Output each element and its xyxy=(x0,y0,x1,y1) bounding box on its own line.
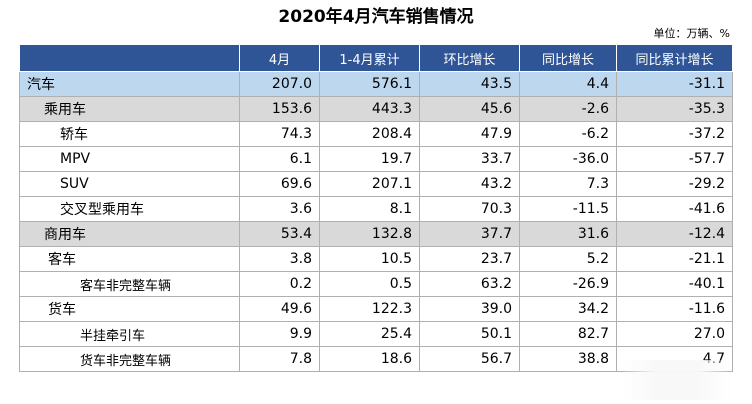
table-cell: 3.6 xyxy=(239,196,320,222)
table-cell: -31.1 xyxy=(616,71,733,97)
row-label: 客车 xyxy=(19,246,240,272)
row-label: 货车非完整车辆 xyxy=(19,346,240,372)
sales-table: 4月 1-4月累计 环比增长 同比增长 同比累计增长 汽车 207.0 576.1 4… xyxy=(19,44,733,372)
row-label: 货车 xyxy=(19,296,240,322)
table-cell: 47.9 xyxy=(419,121,520,147)
table-cell: 4.7 xyxy=(616,346,733,372)
table-cell: 69.6 xyxy=(239,171,320,197)
table-cell: 33.7 xyxy=(419,146,520,172)
table-row: 货车非完整车辆 7.8 18.6 56.7 38.8 4.7 xyxy=(19,346,733,372)
row-label: MPV xyxy=(19,146,240,172)
table-cell: -2.6 xyxy=(519,96,617,122)
table-cell: -41.6 xyxy=(616,196,733,222)
table-cell: 31.6 xyxy=(519,221,617,247)
table-row: 客车非完整车辆 0.2 0.5 63.2 -26.9 -40.1 xyxy=(19,271,733,297)
table-cell: 153.6 xyxy=(239,96,320,122)
row-label: 交叉型乘用车 xyxy=(19,196,240,222)
row-label: 乘用车 xyxy=(19,96,240,122)
column-header: 同比增长 xyxy=(519,44,617,72)
table-cell: 38.8 xyxy=(519,346,617,372)
table-row: 交叉型乘用车 3.6 8.1 70.3 -11.5 -41.6 xyxy=(19,196,733,222)
table-row: SUV 69.6 207.1 43.2 7.3 -29.2 xyxy=(19,171,733,197)
row-label: 轿车 xyxy=(19,121,240,147)
table-cell: 208.4 xyxy=(319,121,420,147)
table-row: 乘用车 153.6 443.3 45.6 -2.6 -35.3 xyxy=(19,96,733,122)
row-label: 商用车 xyxy=(19,221,240,247)
table-cell: 25.4 xyxy=(319,321,420,347)
table-cell: 132.8 xyxy=(319,221,420,247)
column-header xyxy=(19,44,240,72)
table-cell: 7.3 xyxy=(519,171,617,197)
page-title: 2020年4月汽车销售情况 xyxy=(278,7,474,27)
table-cell: -40.1 xyxy=(616,271,733,297)
column-header: 同比累计增长 xyxy=(616,44,733,72)
table-cell: -37.2 xyxy=(616,121,733,147)
table-cell: 82.7 xyxy=(519,321,617,347)
table-cell: 63.2 xyxy=(419,271,520,297)
table-cell: 0.2 xyxy=(239,271,320,297)
unit-label: 单位：万辆、% xyxy=(653,27,730,40)
table-cell: -36.0 xyxy=(519,146,617,172)
table-row: 商用车 53.4 132.8 37.7 31.6 -12.4 xyxy=(19,221,733,247)
table-cell: 0.5 xyxy=(319,271,420,297)
table-cell: 10.5 xyxy=(319,246,420,272)
table-cell: -11.6 xyxy=(616,296,733,322)
column-header: 1-4月累计 xyxy=(319,44,420,72)
table-row: MPV 6.1 19.7 33.7 -36.0 -57.7 xyxy=(19,146,733,172)
table-cell: 27.0 xyxy=(616,321,733,347)
table-cell: 43.2 xyxy=(419,171,520,197)
table-cell: 9.9 xyxy=(239,321,320,347)
table-cell: 207.0 xyxy=(239,71,320,97)
table-row: 货车 49.6 122.3 39.0 34.2 -11.6 xyxy=(19,296,733,322)
table-cell: 39.0 xyxy=(419,296,520,322)
table-cell: 18.6 xyxy=(319,346,420,372)
table-cell: -6.2 xyxy=(519,121,617,147)
table-cell: -29.2 xyxy=(616,171,733,197)
table-cell: -26.9 xyxy=(519,271,617,297)
row-label: 客车非完整车辆 xyxy=(19,271,240,297)
column-header: 4月 xyxy=(239,44,320,72)
table-cell: 7.8 xyxy=(239,346,320,372)
table-cell: 576.1 xyxy=(319,71,420,97)
table-cell: 207.1 xyxy=(319,171,420,197)
table-cell: -21.1 xyxy=(616,246,733,272)
row-label: SUV xyxy=(19,171,240,197)
column-header: 环比增长 xyxy=(419,44,520,72)
table-cell: 34.2 xyxy=(519,296,617,322)
table-cell: 49.6 xyxy=(239,296,320,322)
table-cell: 19.7 xyxy=(319,146,420,172)
table-cell: 74.3 xyxy=(239,121,320,147)
table-cell: 50.1 xyxy=(419,321,520,347)
row-label: 汽车 xyxy=(19,71,240,97)
table-cell: 45.6 xyxy=(419,96,520,122)
table-cell: 53.4 xyxy=(239,221,320,247)
table-cell: 5.2 xyxy=(519,246,617,272)
table-row: 轿车 74.3 208.4 47.9 -6.2 -37.2 xyxy=(19,121,733,147)
table-cell: 443.3 xyxy=(319,96,420,122)
table-cell: 23.7 xyxy=(419,246,520,272)
table-cell: 122.3 xyxy=(319,296,420,322)
table-cell: 43.5 xyxy=(419,71,520,97)
table-cell: -57.7 xyxy=(616,146,733,172)
table-cell: -11.5 xyxy=(519,196,617,222)
table-cell: 6.1 xyxy=(239,146,320,172)
row-label: 半挂牵引车 xyxy=(19,321,240,347)
table-header-row: 4月 1-4月累计 环比增长 同比增长 同比累计增长 xyxy=(19,44,733,72)
table-cell: 8.1 xyxy=(319,196,420,222)
table-cell: 37.7 xyxy=(419,221,520,247)
table-row: 汽车 207.0 576.1 43.5 4.4 -31.1 xyxy=(19,71,733,97)
table-cell: 4.4 xyxy=(519,71,617,97)
table-cell: 3.8 xyxy=(239,246,320,272)
table-cell: -12.4 xyxy=(616,221,733,247)
table-cell: 70.3 xyxy=(419,196,520,222)
table-cell: 56.7 xyxy=(419,346,520,372)
table-row: 半挂牵引车 9.9 25.4 50.1 82.7 27.0 xyxy=(19,321,733,347)
table-cell: -35.3 xyxy=(616,96,733,122)
table-row: 客车 3.8 10.5 23.7 5.2 -21.1 xyxy=(19,246,733,272)
